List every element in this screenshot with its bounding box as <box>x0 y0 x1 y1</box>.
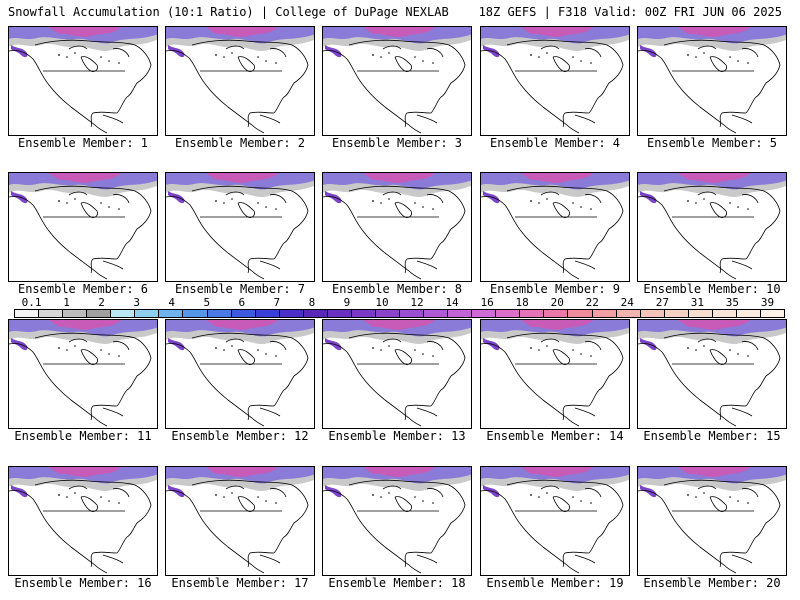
colorbar-swatch <box>87 310 112 317</box>
member-map-5 <box>637 26 787 136</box>
colorbar-swatch <box>327 310 352 317</box>
member-map-13 <box>322 319 472 429</box>
colorbar-tick-label: 35 <box>725 296 740 309</box>
member-map-6 <box>8 172 158 282</box>
member-map-12 <box>165 319 315 429</box>
member-caption-14: Ensemble Member: 14 <box>486 429 624 443</box>
member-caption-12: Ensemble Member: 12 <box>171 429 309 443</box>
colorbar-swatch <box>640 310 665 317</box>
colorbar-swatch <box>351 310 376 317</box>
colorbar-tick-label: 22 <box>585 296 599 309</box>
member-caption-3: Ensemble Member: 3 <box>331 136 463 150</box>
member-map-11 <box>8 319 158 429</box>
member-map-18 <box>322 466 472 576</box>
colorbar-tick-label: 31 <box>690 296 704 309</box>
colorbar-swatch <box>736 310 761 317</box>
colorbar-tick-label: 10 <box>375 296 389 309</box>
member-caption-2: Ensemble Member: 2 <box>174 136 306 150</box>
colorbar-swatch <box>303 310 328 317</box>
colorbar-swatch <box>544 310 569 317</box>
member-caption-8: Ensemble Member: 8 <box>331 282 463 296</box>
colorbar-swatch <box>568 310 593 317</box>
colorbar-swatch <box>15 310 40 317</box>
colorbar-labels: 0.1 1 2 3 4 5 6 7 8 9 10 12 14 16 18 20 22 24 27 31 35 39 <box>14 296 785 309</box>
member-map-15 <box>637 319 787 429</box>
chart-title: Snowfall Accumulation (10:1 Ratio) | Col… <box>8 5 449 19</box>
colorbar-swatch <box>400 310 425 317</box>
colorbar-tick-label: 18 <box>515 296 529 309</box>
member-map-16 <box>8 466 158 576</box>
colorbar-swatch <box>520 310 545 317</box>
colorbar-swatch <box>424 310 449 317</box>
colorbar-tick-label: 16 <box>480 296 494 309</box>
member-caption-16: Ensemble Member: 16 <box>14 576 152 590</box>
colorbar-swatch <box>207 310 232 317</box>
colorbar-tick-label: 0.1 <box>21 296 42 309</box>
member-caption-1: Ensemble Member: 1 <box>17 136 149 150</box>
colorbar-swatch <box>712 310 737 317</box>
colorbar-swatch <box>135 310 160 317</box>
member-caption-19: Ensemble Member: 19 <box>486 576 624 590</box>
snowfall-colorbar <box>14 309 785 318</box>
colorbar-tick-label: 2 <box>98 296 105 309</box>
member-caption-5: Ensemble Member: 5 <box>646 136 778 150</box>
member-caption-11: Ensemble Member: 11 <box>14 429 152 443</box>
member-caption-13: Ensemble Member: 13 <box>328 429 466 443</box>
colorbar-swatch <box>255 310 280 317</box>
member-caption-15: Ensemble Member: 15 <box>643 429 781 443</box>
member-map-7 <box>165 172 315 282</box>
colorbar-swatch <box>760 310 784 317</box>
member-caption-18: Ensemble Member: 18 <box>328 576 466 590</box>
member-caption-4: Ensemble Member: 4 <box>489 136 621 150</box>
colorbar-tick-label: 24 <box>620 296 634 309</box>
colorbar-swatch <box>448 310 473 317</box>
member-caption-10: Ensemble Member: 10 <box>643 282 781 296</box>
colorbar-swatch <box>159 310 184 317</box>
member-map-14 <box>480 319 630 429</box>
colorbar-tick-label: 8 <box>308 296 316 309</box>
member-map-10 <box>637 172 787 282</box>
colorbar-tick-label: 39 <box>760 296 775 309</box>
colorbar-swatch <box>111 310 136 317</box>
colorbar-swatch <box>472 310 497 317</box>
member-map-3 <box>322 26 472 136</box>
member-map-8 <box>322 172 472 282</box>
colorbar-swatch <box>688 310 713 317</box>
colorbar-tick-label: 12 <box>410 296 424 309</box>
member-caption-6: Ensemble Member: 6 <box>17 282 149 296</box>
member-caption-9: Ensemble Member: 9 <box>489 282 621 296</box>
colorbar-tick-label: 20 <box>550 296 564 309</box>
colorbar-tick-label: 5 <box>203 296 211 309</box>
member-caption-20: Ensemble Member: 20 <box>643 576 781 590</box>
member-caption-7: Ensemble Member: 7 <box>174 282 306 296</box>
member-map-19 <box>480 466 630 576</box>
colorbar-tick-label: 14 <box>445 296 459 309</box>
colorbar-swatch <box>375 310 400 317</box>
member-caption-17: Ensemble Member: 17 <box>171 576 309 590</box>
member-map-4 <box>480 26 630 136</box>
member-map-17 <box>165 466 315 576</box>
colorbar-swatch <box>231 310 256 317</box>
colorbar-swatch <box>496 310 521 317</box>
colorbar-swatch <box>183 310 208 317</box>
colorbar-tick-label: 1 <box>63 296 70 309</box>
run-valid-time: 18Z GEFS | F318 Valid: 00Z FRI JUN 06 20… <box>478 5 782 19</box>
member-map-9 <box>480 172 630 282</box>
colorbar-swatch <box>279 310 304 317</box>
member-map-1 <box>8 26 158 136</box>
colorbar-tick-label: 9 <box>343 296 351 309</box>
member-map-2 <box>165 26 315 136</box>
colorbar-tick-label: 6 <box>238 296 246 309</box>
colorbar-swatch <box>664 310 689 317</box>
colorbar-tick-label: 4 <box>168 296 176 309</box>
colorbar-tick-label: 27 <box>655 296 669 309</box>
colorbar-swatch <box>616 310 641 317</box>
colorbar-tick-label: 7 <box>273 296 281 309</box>
colorbar-swatch <box>592 310 617 317</box>
member-map-20 <box>637 466 787 576</box>
colorbar-swatch <box>39 310 64 317</box>
colorbar-swatch <box>63 310 88 317</box>
colorbar-tick-label: 3 <box>133 296 140 309</box>
